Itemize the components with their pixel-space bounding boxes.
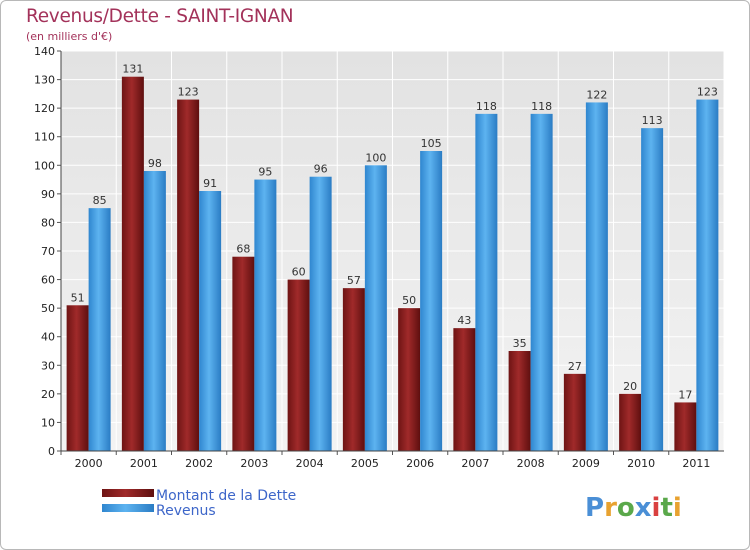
data-label-dette: 17 — [678, 388, 692, 401]
y-tick-label: 60 — [41, 274, 55, 287]
data-label-revenus: 98 — [148, 157, 162, 170]
bar-dette — [453, 328, 476, 451]
data-label-dette: 43 — [457, 314, 471, 327]
y-tick-label: 120 — [34, 102, 55, 115]
data-label-dette: 131 — [122, 63, 143, 76]
data-label-revenus: 96 — [314, 163, 328, 176]
bar-revenus — [420, 151, 443, 451]
data-label-dette: 50 — [402, 294, 416, 307]
bar-revenus — [254, 179, 277, 452]
bar-dette — [398, 308, 421, 451]
y-tick-label: 140 — [34, 45, 55, 58]
x-tick-label: 2011 — [682, 457, 710, 470]
y-tick-label: 30 — [41, 359, 55, 372]
data-label-dette: 27 — [568, 360, 582, 373]
bar-dette — [66, 305, 89, 451]
y-tick-label: 40 — [41, 331, 55, 344]
bar-dette — [619, 393, 642, 451]
y-tick-label: 110 — [34, 131, 55, 144]
bar-revenus — [364, 165, 387, 452]
data-label-revenus: 122 — [586, 88, 607, 101]
data-label-revenus: 91 — [203, 177, 217, 190]
data-label-dette: 123 — [178, 86, 199, 99]
bar-dette — [674, 402, 697, 451]
data-label-revenus: 118 — [531, 100, 552, 113]
data-label-revenus: 100 — [365, 151, 386, 164]
data-label-revenus: 118 — [476, 100, 497, 113]
bar-dette — [563, 373, 586, 451]
legend-label-revenus: Revenus — [156, 503, 216, 519]
bar-dette — [287, 279, 310, 451]
chart-subtitle: (en milliers d'€) — [26, 30, 113, 43]
x-tick-label: 2003 — [240, 457, 268, 470]
bar-dette — [342, 288, 365, 451]
bar-dette — [508, 351, 531, 451]
y-tick-label: 80 — [41, 216, 55, 229]
x-tick-label: 2001 — [130, 457, 158, 470]
x-tick-label: 2009 — [572, 457, 600, 470]
bar-revenus — [199, 191, 222, 451]
legend-label-dette: Montant de la Dette — [156, 488, 296, 504]
bar-revenus — [530, 113, 553, 451]
data-label-dette: 20 — [623, 380, 637, 393]
data-label-revenus: 113 — [642, 114, 663, 127]
data-label-dette: 51 — [71, 291, 85, 304]
data-label-dette: 35 — [513, 337, 527, 350]
y-tick-label: 70 — [41, 245, 55, 258]
legend-swatch-dette — [102, 489, 154, 497]
legend-swatch-revenus — [102, 504, 154, 512]
svg-text:Proxiti: Proxiti — [585, 493, 682, 523]
x-tick-label: 2008 — [517, 457, 545, 470]
bar-dette — [121, 76, 144, 451]
bar-dette — [177, 99, 200, 452]
y-tick-label: 0 — [48, 445, 55, 458]
data-label-revenus: 95 — [258, 166, 272, 179]
bar-revenus — [641, 128, 664, 451]
bar-revenus — [475, 113, 498, 451]
x-tick-label: 2004 — [296, 457, 324, 470]
bar-revenus — [88, 208, 111, 451]
x-tick-label: 2005 — [351, 457, 379, 470]
x-tick-label: 2006 — [406, 457, 434, 470]
bar-revenus — [143, 171, 166, 451]
y-tick-label: 20 — [41, 388, 55, 401]
x-tick-label: 2002 — [185, 457, 213, 470]
y-tick-label: 90 — [41, 188, 55, 201]
data-label-dette: 60 — [292, 266, 306, 279]
bar-revenus — [309, 176, 332, 451]
y-tick-label: 10 — [41, 416, 55, 429]
x-tick-label: 2007 — [461, 457, 489, 470]
x-tick-label: 2010 — [627, 457, 655, 470]
data-label-revenus: 123 — [697, 86, 718, 99]
bar-dette — [232, 256, 255, 451]
data-label-revenus: 85 — [93, 194, 107, 207]
y-tick-label: 130 — [34, 74, 55, 87]
bar-revenus — [696, 99, 719, 452]
y-tick-label: 100 — [34, 159, 55, 172]
x-tick-label: 2000 — [75, 457, 103, 470]
data-label-dette: 68 — [236, 243, 250, 256]
chart-title: Revenus/Dette - SAINT-IGNAN — [26, 6, 294, 27]
proxiti-logo: Proxiti — [585, 493, 682, 523]
data-label-revenus: 105 — [421, 137, 442, 150]
data-label-dette: 57 — [347, 274, 361, 287]
y-tick-label: 50 — [41, 302, 55, 315]
bar-revenus — [585, 102, 608, 451]
